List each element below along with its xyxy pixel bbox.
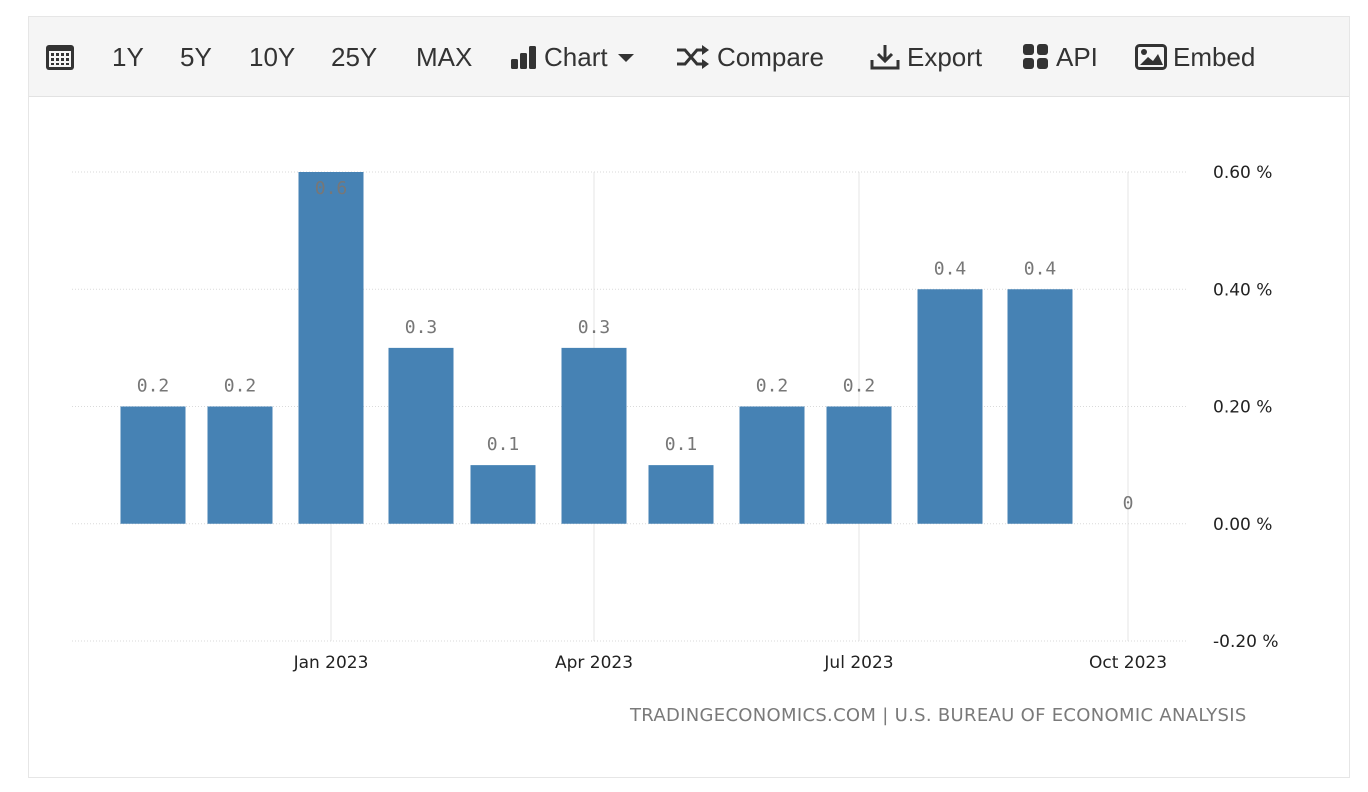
caret-down-icon [617, 54, 634, 62]
bar-apr-2023 [648, 465, 714, 524]
x-tick-label: Apr 2023 [555, 653, 633, 673]
source-credit: TRADINGECONOMICS.COM | U.S. BUREAU OF EC… [630, 705, 1247, 726]
bar-aug-2023 [1007, 289, 1073, 524]
x-tick-label: Oct 2023 [1089, 653, 1167, 673]
data-label: 0 [1123, 493, 1134, 514]
range-5y-button[interactable]: 5Y [180, 41, 212, 72]
data-label: 0.4 [1024, 258, 1057, 279]
x-tick-label: Jul 2023 [823, 653, 893, 673]
y-tick-label: -0.20 % [1213, 632, 1279, 652]
range-1y-button[interactable]: 1Y [112, 41, 144, 72]
calendar-icon [46, 45, 74, 70]
data-label: 0.2 [137, 376, 170, 397]
bar-jan-2023 [388, 347, 454, 524]
embed-label: Embed [1173, 41, 1256, 72]
y-tick-label: 0.60 % [1213, 163, 1272, 183]
chart-toolbar: 1Y 5Y 10Y 25Y MAX Chart Compare [29, 17, 1349, 97]
bar-nov-2022 [207, 406, 273, 524]
calendar-button[interactable] [45, 17, 75, 97]
bar-dec-2022 [298, 172, 364, 524]
image-icon [1135, 44, 1167, 70]
data-label: 0.3 [405, 317, 438, 338]
chart-type-label: Chart [544, 41, 608, 72]
export-button[interactable]: Export [869, 17, 982, 97]
api-label: API [1056, 41, 1098, 72]
bar-oct-2022 [120, 406, 186, 524]
bar-jun-2023 [826, 406, 892, 524]
api-button[interactable]: API [1022, 17, 1098, 97]
compare-button[interactable]: Compare [675, 17, 824, 97]
bar-may-2023 [739, 406, 805, 524]
data-label: 0.2 [224, 376, 257, 397]
y-tick-label: 0.20 % [1213, 398, 1272, 418]
y-tick-label: 0.00 % [1213, 515, 1272, 535]
data-label: 0.2 [843, 376, 876, 397]
compare-label: Compare [717, 41, 824, 72]
bar-mar-2023 [561, 347, 627, 524]
bar-feb-2023 [470, 465, 536, 524]
data-label: 0.3 [578, 317, 611, 338]
data-label: 0.6 [315, 178, 348, 199]
data-label: 0.4 [934, 258, 967, 279]
data-label: 0.1 [487, 434, 520, 455]
api-grid-icon [1023, 44, 1048, 69]
bar-chart-icon [511, 46, 536, 69]
export-label: Export [907, 41, 983, 72]
range-max-button[interactable]: MAX [416, 41, 473, 72]
range-10y-button[interactable]: 10Y [249, 41, 296, 72]
y-tick-label: 0.40 % [1213, 280, 1272, 300]
shuffle-icon [677, 45, 709, 69]
chart-type-dropdown[interactable]: Chart [510, 17, 638, 97]
data-label: 0.1 [665, 434, 698, 455]
range-25y-button[interactable]: 25Y [331, 41, 378, 72]
embed-button[interactable]: Embed [1135, 17, 1255, 97]
chart-widget: 1Y 5Y 10Y 25Y MAX Chart Compare [28, 16, 1350, 778]
x-tick-label: Jan 2023 [293, 653, 369, 673]
bar-jul-2023 [917, 289, 983, 524]
data-label: 0.2 [756, 376, 789, 397]
download-icon [870, 45, 900, 70]
